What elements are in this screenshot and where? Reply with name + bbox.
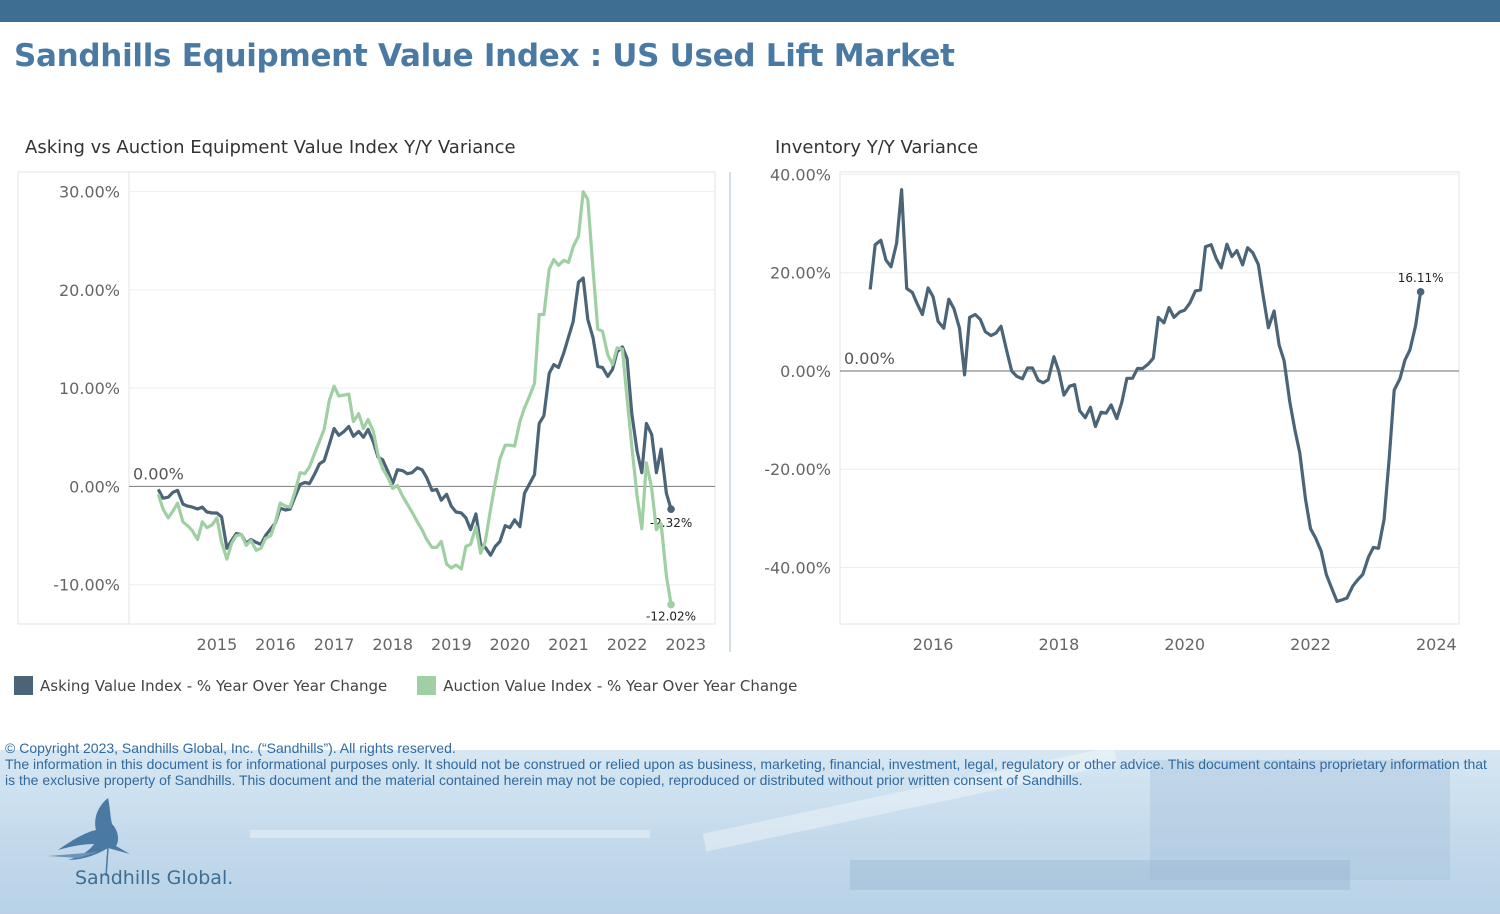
asking-swatch — [14, 676, 33, 695]
y-tick-label: 20.00% — [59, 281, 120, 300]
end-point-asking — [667, 505, 675, 514]
legend-label-auction: Auction Value Index - % Year Over Year C… — [443, 676, 798, 695]
x-tick-label: 2018 — [1039, 635, 1080, 654]
plot-area — [839, 171, 1460, 625]
legend-label-asking: Asking Value Index - % Year Over Year Ch… — [40, 676, 388, 695]
top-bar — [0, 0, 1500, 22]
x-tick-label: 2021 — [548, 635, 589, 654]
page-title: Sandhills Equipment Value Index : US Use… — [14, 38, 955, 74]
x-tick-label: 2015 — [197, 635, 238, 654]
x-tick-label: 2016 — [913, 635, 954, 654]
copyright-text: © Copyright 2023, Sandhills Global, Inc.… — [5, 740, 456, 756]
y-tick-label: -20.00% — [764, 460, 831, 479]
crane-logo-icon — [48, 798, 130, 877]
x-tick-label: 2018 — [372, 635, 413, 654]
y-tick-label: 10.00% — [59, 379, 120, 398]
x-tick-label: 2017 — [314, 635, 355, 654]
legend-item-auction[interactable]: Auction Value Index - % Year Over Year C… — [417, 676, 797, 695]
left-chart-title: Asking vs Auction Equipment Value Index … — [25, 137, 516, 158]
y-tick-label: 30.00% — [59, 183, 120, 202]
series-line-inventory — [868, 188, 1423, 603]
chart-frame — [17, 171, 716, 625]
x-tick-label: 2024 — [1416, 635, 1457, 654]
zero-reference-label: 0.00% — [133, 464, 184, 483]
x-tick-label: 2020 — [490, 635, 531, 654]
y-tick-label: 0.00% — [69, 477, 120, 496]
y-tick-label: -40.00% — [764, 559, 831, 578]
disclaimer-text: The information in this document is for … — [5, 756, 1487, 788]
y-tick-label: 40.00% — [770, 165, 831, 184]
end-point-inventory — [1416, 288, 1425, 296]
legend: Asking Value Index - % Year Over Year Ch… — [14, 676, 827, 695]
y-tick-label: 20.00% — [770, 264, 831, 283]
legend-item-asking[interactable]: Asking Value Index - % Year Over Year Ch… — [14, 676, 387, 695]
x-tick-label: 2022 — [1290, 635, 1331, 654]
data-label-auction: -12.02% — [646, 610, 696, 624]
auction-swatch — [417, 676, 437, 695]
x-tick-label: 2019 — [431, 635, 472, 654]
zero-reference-label: 0.00% — [844, 349, 895, 368]
end-point-auction — [667, 600, 675, 609]
data-label-inventory: 16.11% — [1398, 271, 1444, 285]
right-chart-title: Inventory Y/Y Variance — [775, 137, 979, 158]
y-tick-label: 0.00% — [780, 362, 831, 381]
x-tick-label: 2020 — [1164, 635, 1205, 654]
chart-divider — [729, 172, 731, 652]
y-tick-label: -10.00% — [53, 576, 120, 595]
series-line-auction — [156, 190, 673, 605]
logo-text: Sandhills Global. — [75, 867, 234, 889]
x-tick-label: 2023 — [665, 635, 706, 654]
x-tick-label: 2022 — [607, 635, 648, 654]
x-tick-label: 2016 — [255, 635, 296, 654]
footer-background — [0, 750, 1500, 914]
